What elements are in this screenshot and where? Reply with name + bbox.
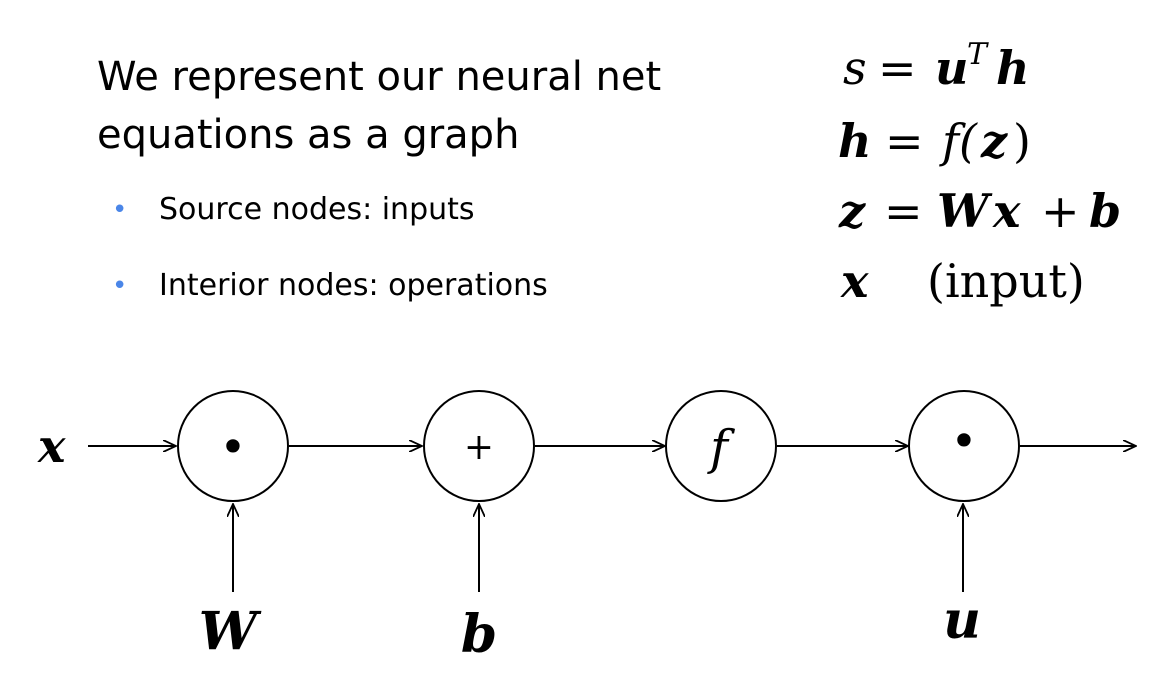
title-line-1: We represent our neural net bbox=[97, 54, 662, 100]
bullet-list: • Source nodes: inputs • Interior nodes:… bbox=[112, 188, 548, 340]
bullet-item-source-nodes: • Source nodes: inputs bbox=[112, 188, 548, 264]
graph-label-b: b bbox=[461, 604, 497, 665]
bullet-item-interior-nodes: • Interior nodes: operations bbox=[112, 264, 548, 340]
graph-node-plus: + bbox=[423, 390, 535, 502]
node-dot1-symbol: • bbox=[219, 420, 246, 474]
graph-label-u: u bbox=[943, 590, 981, 651]
node-dot2-symbol: • bbox=[950, 414, 977, 468]
graph-node-dot2: • bbox=[908, 390, 1020, 502]
node-plus-symbol: + bbox=[464, 427, 494, 468]
graph-input-label: x bbox=[37, 419, 66, 473]
bullet-text-source-nodes: Source nodes: inputs bbox=[159, 192, 475, 227]
graph-node-f: f bbox=[665, 390, 777, 502]
bullet-dot-icon: • bbox=[112, 195, 128, 225]
graph-label-w: W bbox=[199, 601, 262, 662]
graph-node-dot1: • bbox=[177, 390, 289, 502]
title-line-2: equations as a graph bbox=[97, 112, 520, 158]
slide-title: We represent our neural net equations as… bbox=[97, 48, 737, 164]
bullet-text-interior-nodes: Interior nodes: operations bbox=[159, 268, 548, 303]
bullet-dot-icon: • bbox=[112, 271, 128, 301]
